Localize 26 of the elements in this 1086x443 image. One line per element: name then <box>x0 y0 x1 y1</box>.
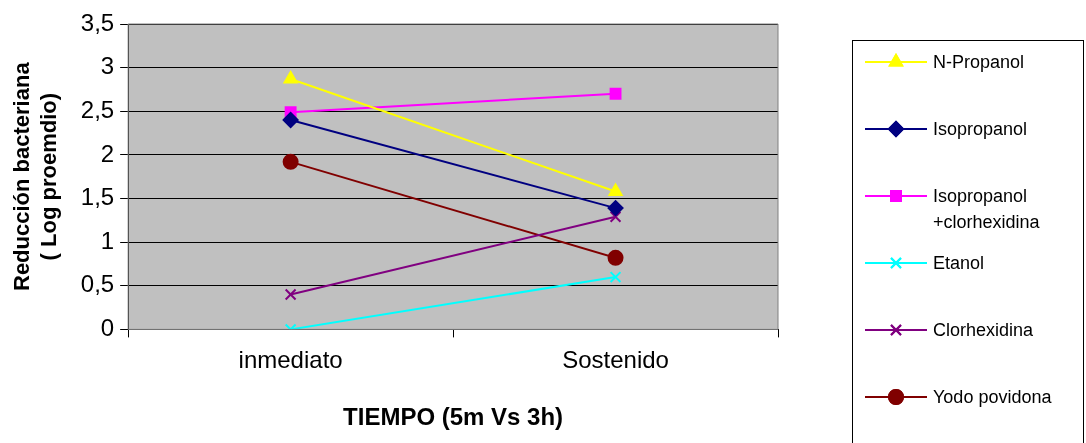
legend-label: Isopropanol +clorhexidina <box>933 185 1041 234</box>
y-tick-label: 0,5 <box>80 270 115 298</box>
x-tick-label: inmediato <box>238 346 343 374</box>
legend-label: N-Propanol <box>933 51 1026 74</box>
y-tick-label: 3,5 <box>80 8 115 36</box>
y-tick-label: 2,5 <box>80 95 115 123</box>
point <box>607 200 624 217</box>
point <box>284 288 297 301</box>
y-tick-label: 2 <box>100 139 115 167</box>
legend-label: Clorhexidina <box>933 319 1035 342</box>
point <box>609 210 622 223</box>
point <box>609 87 622 100</box>
x-axis-title: TIEMPO (5m Vs 3h) <box>343 403 564 431</box>
y-axis-title: Reducción bacteriana ( Log proemdio) <box>9 61 61 292</box>
y-tick-label: 1 <box>100 226 115 254</box>
point <box>282 153 299 170</box>
point <box>282 111 299 128</box>
legend-label: Isopropanol <box>933 118 1029 141</box>
legend-label: Yodo povidona <box>933 386 1053 409</box>
x-tick-label: Sostenido <box>562 346 669 374</box>
point <box>609 271 622 283</box>
point <box>607 249 624 266</box>
legend-label: Etanol <box>933 252 986 275</box>
y-tick-label: 1,5 <box>80 183 115 211</box>
y-tick-label: 3 <box>100 52 115 80</box>
y-tick-label: 0 <box>100 314 115 342</box>
